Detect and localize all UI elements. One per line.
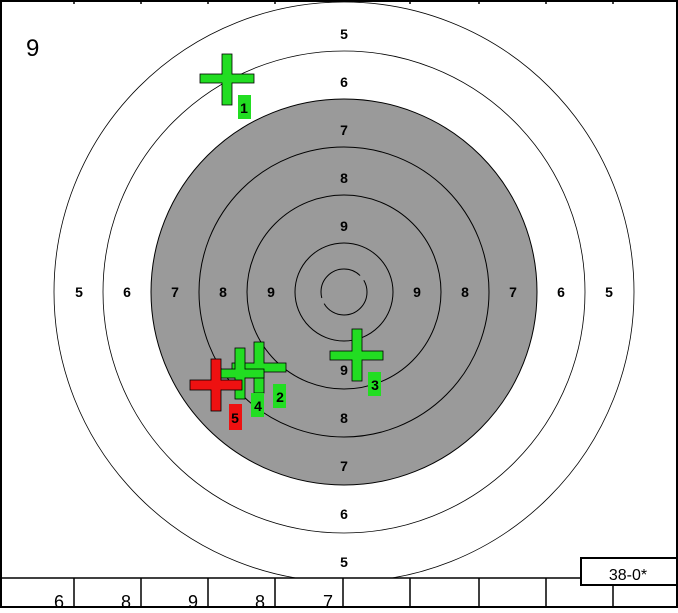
ring-label-left-6: 6 [123,284,131,300]
ring-label-top-9: 9 [340,218,348,234]
ring-label-bottom-8: 8 [340,410,348,426]
ring-label-top-6: 6 [340,74,348,90]
shot-value-5: 7 [323,592,333,608]
shot-label: 5 [231,410,239,426]
ring-label-bottom-7: 7 [340,458,348,474]
shot-value-1: 6 [54,592,64,608]
inner-ten [320,268,368,316]
score-strip: 6 8 9 8 7 [54,592,333,612]
ring-label-top-5: 5 [340,26,348,42]
shot-value-4: 8 [255,592,265,608]
shot-3[interactable]: 3 [329,328,384,396]
shot-label: 2 [276,389,284,405]
ring-label-right-6: 6 [557,284,565,300]
ring-label-bottom-5: 5 [340,554,348,570]
ring-label-left-9: 9 [267,284,275,300]
ring-5 [53,2,635,578]
ring-7 [150,98,538,486]
shot-value-3: 9 [188,592,198,608]
ring-label-right-5: 5 [605,284,613,300]
shot-label: 4 [254,398,262,414]
target-face: 5 6 7 8 9 9 8 7 6 5 5 6 7 8 9 9 8 7 6 5 [53,2,635,578]
ring-10 [294,242,394,342]
ring-9 [246,194,442,390]
ring-label-bottom-9: 9 [340,362,348,378]
shot-label: 3 [371,377,379,393]
ring-label-left-7: 7 [171,284,179,300]
ring-label-top-8: 8 [340,170,348,186]
ring-8 [198,146,490,438]
shot-1[interactable]: 1 [199,53,255,119]
ring-label-right-8: 8 [461,284,469,300]
ring-label-left-5: 5 [75,284,83,300]
total-score: 38-0* [609,567,647,584]
series-number: 9 [26,35,39,62]
total-score-box [580,557,678,586]
ring-label-left-8: 8 [219,284,227,300]
shot-value-2: 8 [121,592,131,608]
shot-5-last[interactable]: 5 [189,358,243,430]
ring-label-right-7: 7 [509,284,517,300]
score-strip-dividers [73,578,614,608]
ring-label-bottom-6: 6 [340,506,348,522]
ring-label-top-7: 7 [340,122,348,138]
ring-label-right-9: 9 [413,284,421,300]
shot-label: 1 [240,100,248,116]
